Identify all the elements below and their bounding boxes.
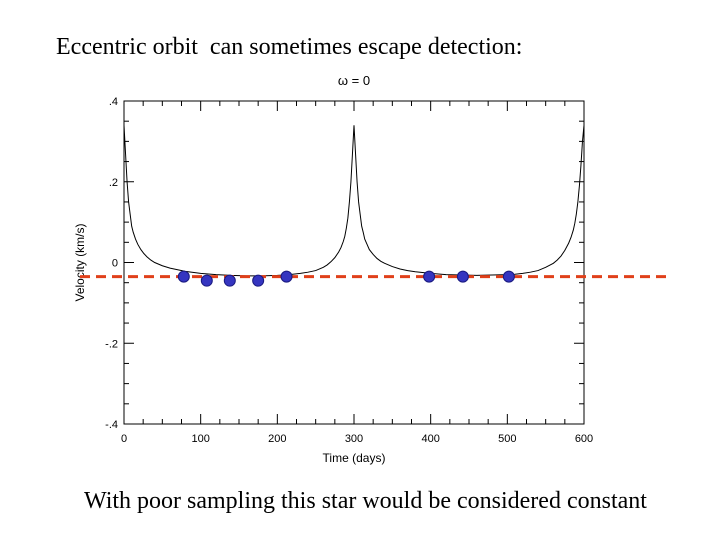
x-tick-label: 200 — [268, 433, 286, 445]
x-axis-title: Time (days) — [323, 451, 386, 465]
x-tick-label: 100 — [191, 433, 209, 445]
sample-point — [200, 274, 213, 287]
sample-point — [252, 274, 265, 287]
plot-frame — [123, 100, 585, 425]
chart-title: ω = 0 — [338, 73, 370, 88]
sample-point — [456, 270, 469, 283]
x-tick-label: 300 — [345, 433, 363, 445]
x-tick-label: 600 — [575, 433, 593, 445]
y-tick-label: 0 — [112, 258, 118, 270]
x-tick-label: 500 — [498, 433, 516, 445]
y-tick-label: -.2 — [105, 338, 118, 350]
y-axis-title: Velocity (km/s) — [73, 223, 87, 301]
velocity-curve — [124, 125, 584, 277]
sample-point — [177, 270, 190, 283]
sample-point — [223, 274, 236, 287]
y-tick-label: .2 — [109, 177, 118, 189]
x-tick-label: 400 — [421, 433, 439, 445]
tick-marks — [123, 100, 585, 425]
y-tick-label: .4 — [109, 96, 118, 108]
sample-point — [502, 270, 515, 283]
slide-title: Eccentric orbit can sometimes escape det… — [56, 34, 523, 60]
x-tick-label: 0 — [121, 433, 127, 445]
slide-caption: With poor sampling this star would be co… — [84, 488, 647, 514]
sample-point — [280, 270, 293, 283]
y-tick-label: -.4 — [105, 419, 118, 431]
sample-point — [423, 270, 436, 283]
